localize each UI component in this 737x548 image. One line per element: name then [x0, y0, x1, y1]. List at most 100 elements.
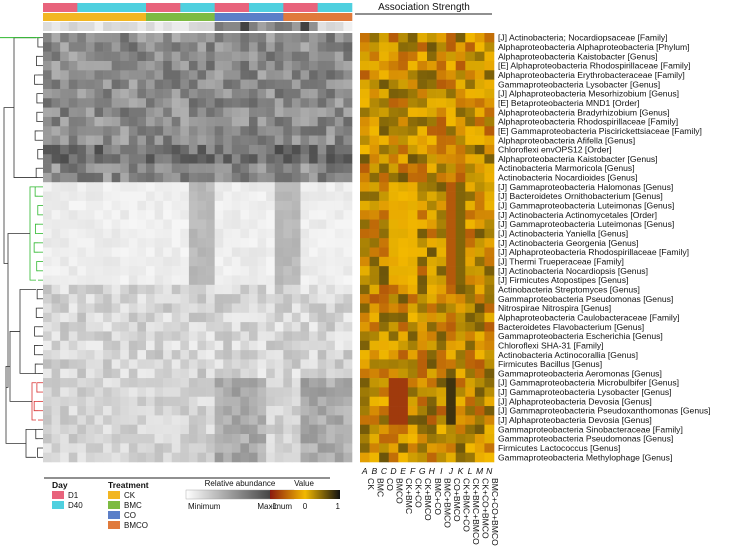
abundance-cell	[283, 144, 293, 155]
association-cell	[455, 33, 466, 43]
abundance-cell	[291, 238, 301, 248]
abundance-cell	[163, 434, 173, 444]
association-cell	[455, 210, 466, 220]
abundance-cell	[326, 312, 336, 323]
abundance-cell	[197, 434, 207, 444]
abundance-cell	[77, 42, 87, 52]
abundance-cell	[249, 322, 258, 332]
association-cell	[455, 275, 466, 286]
abundance-cell	[300, 88, 310, 99]
abundance-cell	[180, 60, 190, 71]
abundance-cell	[137, 182, 147, 192]
association-cell	[465, 60, 476, 71]
abundance-cell	[300, 312, 310, 323]
abundance-cell	[300, 266, 310, 276]
abundance-cell	[128, 98, 138, 108]
abundance-cell	[128, 331, 138, 342]
abundance-cell	[334, 33, 344, 43]
abundance-cell	[223, 331, 233, 342]
association-cell	[417, 51, 428, 62]
abundance-cell	[231, 33, 241, 43]
association-cell	[360, 294, 370, 304]
association-cell	[436, 60, 447, 71]
abundance-cell	[163, 443, 173, 453]
abundance-cell	[43, 443, 52, 453]
abundance-cell	[103, 266, 112, 276]
abundance-cell	[154, 126, 164, 136]
association-cell	[388, 340, 399, 351]
association-cell	[446, 238, 457, 248]
abundance-cell	[137, 60, 147, 71]
association-cell	[388, 284, 399, 295]
association-cell	[465, 434, 476, 444]
abundance-cell	[146, 331, 155, 342]
abundance-cell	[188, 434, 198, 444]
abundance-cell	[128, 172, 138, 183]
association-cell	[427, 322, 437, 332]
association-cell	[465, 70, 476, 80]
abundance-cell	[240, 172, 250, 183]
abundance-cell	[128, 238, 138, 248]
abundance-cell	[171, 322, 181, 332]
abundance-cell	[68, 126, 78, 136]
association-cell	[388, 312, 399, 323]
abundance-cell	[240, 434, 250, 444]
dendrogram-branch	[34, 186, 38, 197]
sample-strip-cell	[326, 22, 336, 31]
abundance-cell	[240, 387, 250, 398]
abundance-cell	[43, 98, 52, 108]
abundance-cell	[214, 294, 224, 304]
abundance-cell	[188, 238, 198, 248]
association-cell	[388, 331, 399, 342]
association-cell	[379, 219, 390, 230]
abundance-cell	[60, 424, 70, 435]
abundance-cell	[343, 79, 353, 90]
association-cell	[407, 275, 418, 286]
association-cell	[474, 51, 485, 62]
association-cell	[379, 275, 390, 286]
abundance-cell	[43, 116, 52, 127]
abundance-cell	[51, 88, 61, 99]
abundance-cell	[128, 266, 138, 276]
association-cell	[407, 228, 418, 239]
abundance-cell	[197, 172, 207, 183]
abundance-cell	[240, 331, 250, 342]
abundance-cell	[137, 452, 147, 463]
abundance-cell	[43, 359, 52, 370]
abundance-cell	[137, 42, 147, 52]
sample-strip-cell	[343, 22, 353, 31]
abundance-cell	[60, 396, 70, 407]
abundance-cell	[120, 154, 130, 164]
abundance-cell	[257, 424, 267, 435]
abundance-cell	[291, 331, 301, 342]
abundance-cell	[171, 219, 181, 230]
abundance-cell	[309, 144, 318, 155]
abundance-cell	[154, 172, 164, 183]
abundance-cell	[317, 116, 327, 127]
abundance-cell	[103, 378, 112, 388]
association-cell	[388, 172, 399, 183]
row-label: [J] Actinobacteria; Nocardiopsaceae [Fam…	[498, 33, 668, 43]
abundance-cell	[240, 107, 250, 118]
association-cell	[398, 406, 409, 416]
association-cell	[417, 154, 428, 164]
association-cell	[465, 275, 476, 286]
abundance-cell	[326, 434, 336, 444]
abundance-cell	[326, 452, 336, 463]
abundance-cell	[94, 294, 104, 304]
abundance-cell	[137, 51, 147, 62]
association-cell	[446, 33, 457, 43]
abundance-cell	[334, 340, 344, 351]
abundance-cell	[188, 51, 198, 62]
abundance-cell	[111, 238, 121, 248]
abundance-cell	[77, 443, 87, 453]
abundance-cell	[94, 331, 104, 342]
treatment-swatch-bmc	[108, 501, 120, 509]
association-cell	[465, 238, 476, 248]
abundance-cell	[103, 359, 112, 370]
association-cell	[379, 331, 390, 342]
abundance-cell	[171, 144, 181, 155]
abundance-cell	[60, 312, 70, 323]
row-label: [J] Firmicutes Atopostipes [Genus]	[498, 275, 628, 285]
abundance-cell	[85, 107, 95, 118]
